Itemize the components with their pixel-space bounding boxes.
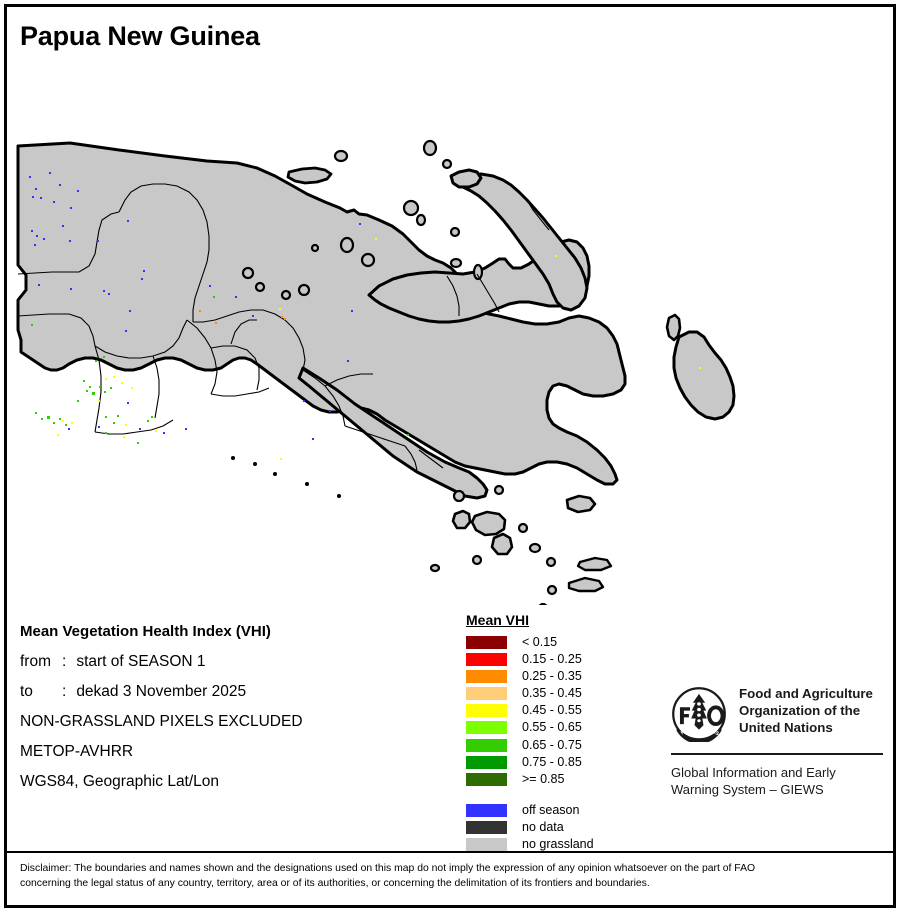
legend-label: 0.15 - 0.25 [522, 652, 582, 667]
fao-divider [671, 753, 883, 755]
legend-label: 0.45 - 0.55 [522, 703, 582, 718]
disclaimer-line-2: concerning the legal status of any count… [20, 877, 650, 889]
legend-label: < 0.15 [522, 635, 558, 649]
legend-swatch [466, 721, 507, 735]
province-boundaries [17, 183, 550, 471]
legend-row[interactable]: 0.65 - 0.75 [466, 738, 636, 753]
legend-spacer [466, 789, 636, 803]
legend-row[interactable]: 0.75 - 0.85 [466, 755, 636, 770]
giews-label: Global Information and Early Warning Sys… [671, 764, 883, 798]
legend-row-off-season[interactable]: off season [466, 803, 636, 818]
fao-organization-name: Food and Agriculture Organization of the… [739, 685, 873, 736]
legend-row[interactable]: 0.25 - 0.35 [466, 669, 636, 684]
legend-row[interactable]: 0.15 - 0.25 [466, 652, 636, 667]
landmass-misima-island [567, 576, 605, 593]
info-note-projection: WGS84, Geographic Lat/Lon [20, 773, 220, 790]
info-row-from-value: start of SEASON 1 [76, 653, 206, 670]
small-islands-south-coast [231, 456, 341, 498]
info-row-from-sep: : [62, 653, 67, 670]
legend-title: Mean VHI [466, 612, 530, 628]
landmass-fergusson-island [470, 510, 507, 537]
info-row-to-key: to [20, 683, 33, 700]
disclaimer-text: Disclaimer: The boundaries and names sho… [20, 862, 875, 891]
fao-org-line-1: Food and Agriculture [739, 686, 873, 701]
giews-line-2: Warning System – GIEWS [671, 782, 824, 797]
fao-logo-block: FIAT PANIS Food and Agriculture Organiza… [671, 685, 883, 798]
legend-label: no grassland [522, 837, 594, 852]
vhi-pixel-overlay [29, 172, 701, 460]
info-row-to-sep: : [62, 683, 67, 700]
legend-swatch [466, 670, 507, 684]
legend-swatch [466, 636, 507, 649]
legend-label: 0.35 - 0.45 [522, 686, 582, 701]
legend-swatch [466, 687, 507, 701]
landmass-woodlark-island [576, 556, 613, 572]
info-row-from: from: start of SEASON 1 [20, 647, 440, 677]
legend-class-rows: < 0.15 0.15 - 0.25 0.25 - 0.35 0.35 - 0.… [466, 635, 636, 852]
landmass-goodenough-island [451, 509, 472, 530]
legend-row-no-grassland[interactable]: no grassland [466, 837, 636, 852]
legend-row-no-data[interactable]: no data [466, 820, 636, 835]
legend-swatch [466, 755, 507, 769]
landmass-manus-island [286, 166, 333, 185]
map-canvas[interactable] [7, 60, 893, 605]
fao-org-line-2: Organization of the [739, 703, 861, 718]
landmass-bougainville [672, 330, 736, 421]
giews-line-1: Global Information and Early [671, 765, 836, 780]
disclaimer-divider [7, 851, 893, 853]
info-note-sensor: METOP-AVHRR [20, 743, 134, 760]
small-islands-north [241, 139, 484, 301]
legend-row[interactable]: 0.55 - 0.65 [466, 720, 636, 735]
fao-org-line-3: United Nations [739, 720, 833, 735]
legend-swatch [466, 772, 507, 786]
legend-swatch [466, 803, 507, 817]
disclaimer-line-1: Disclaimer: The boundaries and names sho… [20, 863, 756, 874]
legend-swatch [466, 704, 507, 718]
legend-row[interactable]: < 0.15 [466, 635, 636, 650]
small-islands-southeast [429, 484, 558, 605]
landmass-mainland-new-guinea [16, 141, 627, 486]
fao-motto-left: FIAT [680, 725, 693, 736]
legend-label: 0.55 - 0.65 [522, 720, 582, 735]
map-info-block: Mean Vegetation Health Index (VHI) from:… [20, 617, 440, 797]
info-note-pixels: NON-GRASSLAND PIXELS EXCLUDED [20, 713, 303, 730]
legend-label: 0.75 - 0.85 [522, 754, 582, 769]
legend-swatch [466, 653, 507, 667]
legend-label: >= 0.85 [522, 771, 565, 786]
legend-swatch [466, 738, 507, 752]
landmass-normanby-island [490, 532, 514, 556]
page-title: Papua New Guinea [20, 21, 260, 51]
info-row-to: to: dekad 3 November 2025 [20, 677, 440, 707]
legend-label: no data [522, 819, 564, 834]
map-legend: Mean VHI < 0.15 0.15 - 0.25 0.25 - 0.35 … [466, 612, 636, 854]
legend-swatch [466, 820, 507, 834]
legend-label: 0.25 - 0.35 [522, 669, 582, 684]
legend-label: 0.65 - 0.75 [522, 737, 582, 752]
legend-row[interactable]: 0.45 - 0.55 [466, 703, 636, 718]
landmass-buka [665, 313, 682, 342]
legend-row[interactable]: >= 0.85 [466, 772, 636, 787]
info-row-from-key: from [20, 653, 51, 670]
map-landmasses [16, 139, 736, 605]
info-heading: Mean Vegetation Health Index (VHI) [20, 623, 271, 640]
fao-emblem-icon: FIAT PANIS [671, 686, 727, 744]
landmass-new-ireland [455, 172, 589, 312]
landmass-trobriand-islands [565, 494, 597, 514]
info-row-to-value: dekad 3 November 2025 [76, 683, 247, 700]
legend-swatch [466, 838, 507, 852]
legend-label: off season [522, 802, 580, 817]
landmass-new-hanover [449, 168, 483, 189]
legend-row[interactable]: 0.35 - 0.45 [466, 686, 636, 701]
